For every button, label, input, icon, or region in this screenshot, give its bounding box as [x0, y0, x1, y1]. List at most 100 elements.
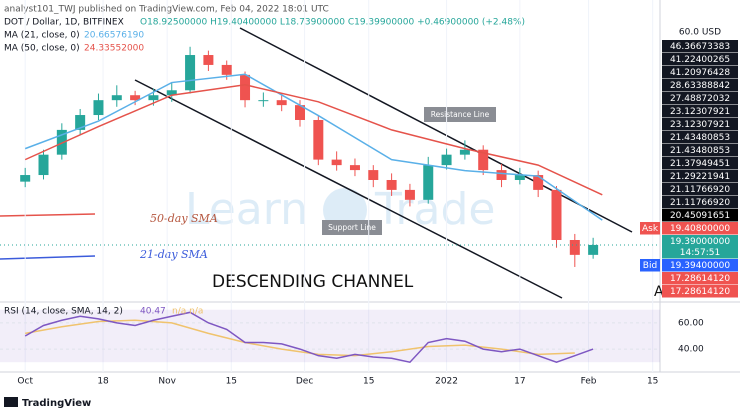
resistance-line	[239, 27, 633, 233]
support-label: Support Line	[328, 223, 376, 232]
legend-value: 24.33552000	[84, 44, 144, 54]
candle-body	[569, 239, 580, 255]
candle-body	[148, 95, 159, 101]
rsi-na: n/a n/a	[172, 307, 203, 317]
candle-body	[93, 100, 104, 116]
price-tag	[662, 53, 738, 66]
x-tick-label: 18	[97, 377, 109, 387]
header: analyst101_TWJ published on TradingView.…	[4, 5, 329, 15]
candle-body	[331, 159, 342, 166]
resistance-label: Resistance Line	[431, 110, 490, 119]
legend-name: MA (50, close, 0)	[4, 44, 80, 54]
price-tag	[662, 209, 738, 222]
candle-body	[75, 115, 86, 130]
price-tag	[662, 157, 738, 170]
candle-body	[221, 64, 232, 75]
legend-value: 20.66576190	[84, 31, 144, 41]
candle-body	[240, 74, 251, 101]
candle-body	[533, 175, 544, 190]
price-tag	[662, 79, 738, 92]
resistance-box	[424, 107, 496, 122]
price-tag-text: 27.48872032	[670, 94, 730, 104]
candle-body	[441, 154, 452, 166]
candle-body	[349, 165, 360, 171]
price-tag-text: 41.20976428	[670, 68, 730, 78]
price-tag-text: 28.63388842	[670, 81, 730, 91]
side-tag-text: Ask	[642, 224, 659, 234]
footer: TradingView	[4, 397, 91, 409]
watermark-text: Learn	[185, 184, 308, 235]
x-tick-label: 15	[363, 377, 374, 387]
candle-body	[258, 100, 269, 102]
x-tick-label: 15	[647, 377, 658, 387]
footer-text: TradingView	[22, 398, 91, 409]
x-tick-label: 17	[514, 377, 525, 387]
candle-body	[478, 149, 489, 171]
sma50-sample	[0, 213, 96, 217]
candle-body	[514, 175, 525, 180]
candle-body	[459, 149, 470, 155]
price-tag	[662, 259, 738, 272]
candle-body	[20, 175, 31, 182]
price-tag	[662, 222, 738, 235]
support-box	[322, 220, 382, 235]
channel-label: DESCENDING CHANNEL	[212, 272, 414, 292]
candle-body	[203, 55, 214, 65]
candle-body	[551, 189, 562, 240]
price-tag-text: 19.39400000	[670, 261, 730, 271]
price-tag-text: 17.28614120	[670, 287, 730, 297]
candle-body	[313, 119, 324, 160]
candle-body	[56, 129, 67, 155]
price-tag-text: 21.11766920	[670, 198, 730, 208]
candle-body	[130, 95, 141, 101]
side-tag-text: Bid	[643, 261, 657, 271]
price-tag	[662, 92, 738, 105]
sma21-label: 21-day SMA	[139, 248, 208, 261]
price-tag	[662, 66, 738, 79]
price-tag-text: 17.28614120	[670, 274, 730, 284]
rsi-value: 40.47	[140, 307, 166, 317]
price-tag-text: 19.40800000	[670, 224, 730, 234]
legend-name: MA (21, close, 0)	[4, 31, 80, 41]
footer-logo	[4, 397, 18, 407]
price-tag-text: 21.29221941	[670, 172, 730, 182]
rsi-line	[24, 311, 594, 364]
price-tag-text: 46.36673383	[670, 42, 730, 52]
price-tag-text: 19.39000000	[670, 237, 730, 247]
candle-body	[276, 100, 287, 106]
rsi-tick-label: 40.00	[678, 345, 704, 355]
price-tag	[662, 183, 738, 196]
price-tag	[662, 285, 738, 298]
axis-top-label: 60.0 USD	[679, 28, 721, 38]
candle-body	[111, 95, 122, 101]
price-tag	[662, 235, 738, 259]
ohlc: O18.92500000 H19.40400000 L18.73900000 C…	[140, 18, 525, 28]
price-tag-text: 21.37949451	[670, 159, 730, 169]
price-tag-text: 20.45091651	[670, 211, 730, 221]
price-tag-time: 14:57:51	[680, 248, 720, 258]
rsi-sma-line	[25, 319, 575, 357]
x-tick-label: 2022	[435, 377, 458, 387]
price-tag	[662, 272, 738, 285]
candle-body	[496, 170, 507, 180]
candle-body	[368, 170, 379, 180]
price-tag-text: 21.43480853	[670, 133, 730, 143]
ma-line	[24, 73, 603, 221]
candle-body	[185, 55, 196, 91]
price-tag	[662, 118, 738, 131]
corner-label: A	[654, 284, 664, 300]
price-tag-text: 21.43480853	[670, 146, 730, 156]
watermark-text: Trade	[374, 184, 495, 235]
price-tag	[662, 40, 738, 53]
price-tag	[662, 196, 738, 209]
support-line	[134, 79, 563, 299]
candle-body	[404, 189, 415, 200]
price-tag	[662, 105, 738, 118]
candle-body	[588, 244, 599, 255]
price-tag	[662, 170, 738, 183]
x-tick-label: Nov	[158, 377, 176, 387]
ma-line	[24, 83, 603, 196]
price-tag-text: 21.11766920	[670, 185, 730, 195]
candle-body	[166, 90, 177, 96]
